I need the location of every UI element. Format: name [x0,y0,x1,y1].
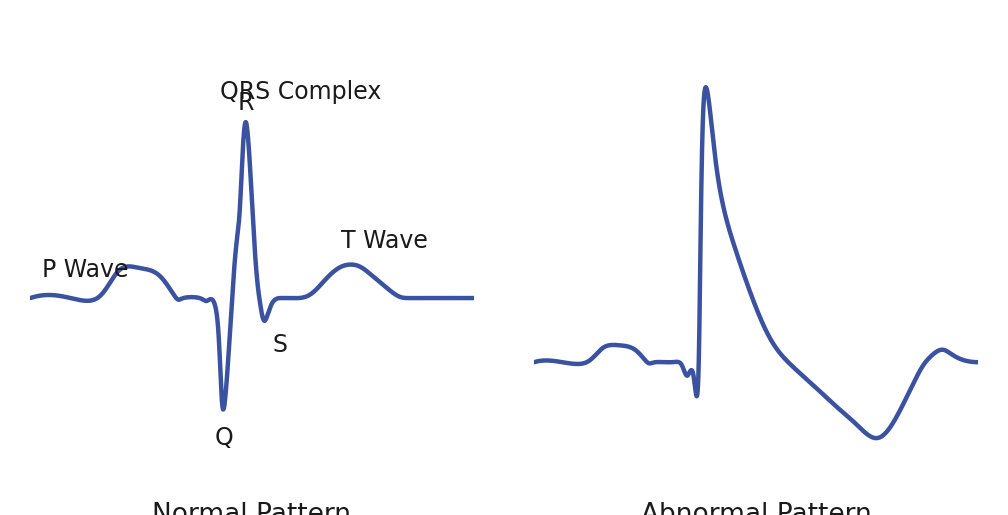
Text: QRS Complex: QRS Complex [220,80,381,104]
Text: Abnormal Pattern: Abnormal Pattern [641,502,871,515]
Text: Q: Q [215,426,233,450]
Text: R: R [238,91,254,115]
Text: Normal Pattern: Normal Pattern [152,502,352,515]
Text: P Wave: P Wave [42,259,129,282]
Text: T Wave: T Wave [341,229,427,253]
Text: S: S [272,333,287,357]
